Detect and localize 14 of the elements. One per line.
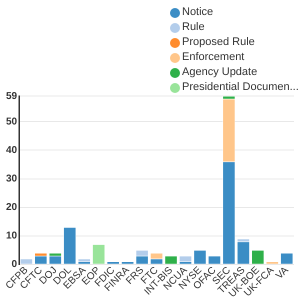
y-tick-label: 50 — [6, 116, 18, 128]
y-tick-label: 10 — [6, 230, 18, 242]
y-tick-label: 20 — [6, 202, 18, 214]
legend-label: Presidential Documen... — [182, 80, 299, 95]
x-tick-label: VA — [274, 264, 292, 282]
y-tick-label: 30 — [6, 174, 18, 185]
legend-label: Agency Update — [182, 65, 258, 80]
y-tick-label: 40 — [6, 144, 18, 156]
legend-label: Proposed Rule — [182, 35, 255, 50]
y-tick-label: 0 — [12, 259, 18, 270]
legend-label: Enforcement — [182, 50, 244, 65]
legend-label: Notice — [182, 5, 214, 20]
legend-label: Rule — [182, 20, 205, 35]
y-tick-label: 59 — [6, 90, 18, 102]
